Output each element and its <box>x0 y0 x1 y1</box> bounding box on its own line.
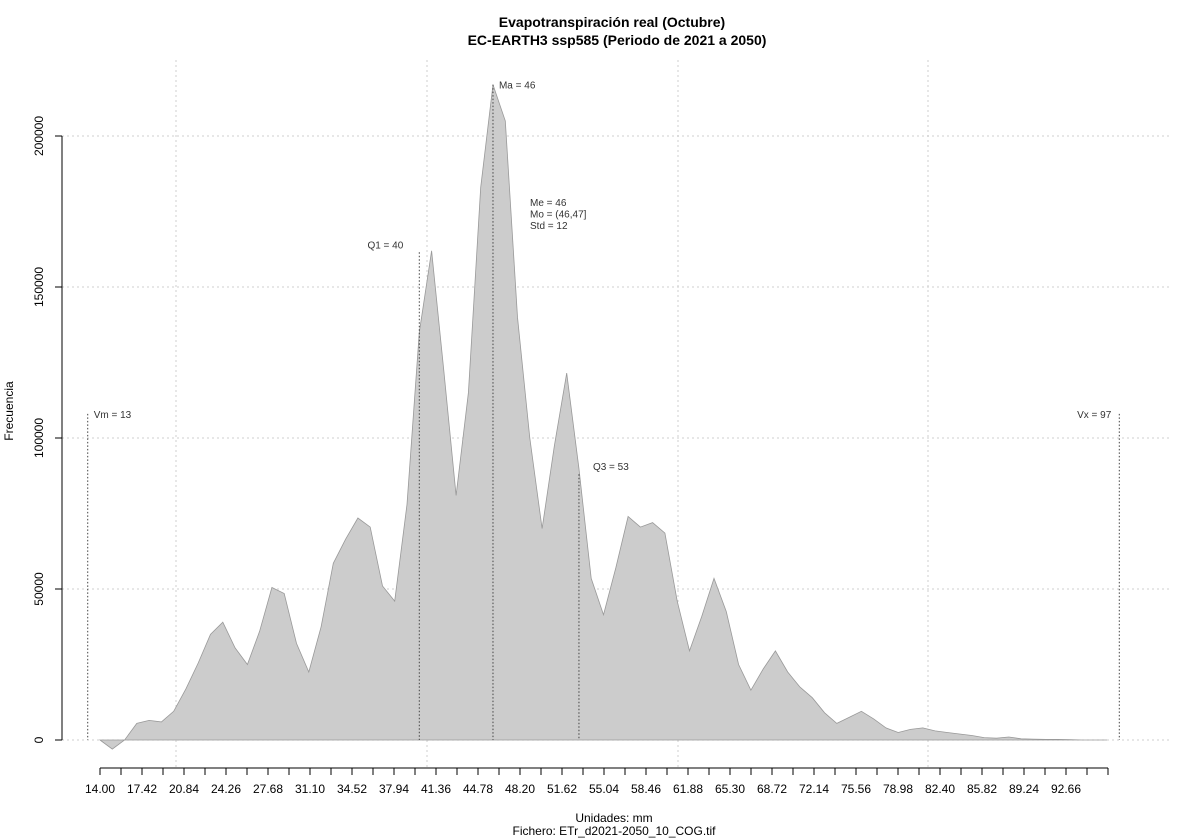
x-tick-label: 72.14 <box>799 782 829 796</box>
x-tick-label: 75.56 <box>841 782 871 796</box>
marker-label: Q1 = 40 <box>367 240 403 251</box>
marker-label: Vm = 13 <box>94 410 132 421</box>
x-tick-label: 48.20 <box>505 782 535 796</box>
y-tick-label: 0 <box>32 736 46 743</box>
x-tick-label: 58.46 <box>631 782 661 796</box>
x-tick-label: 41.36 <box>421 782 451 796</box>
x-tick-label: 82.40 <box>925 782 955 796</box>
x-tick-label: 20.84 <box>169 782 199 796</box>
x-axis-label: Unidades: mm <box>575 811 652 825</box>
x-tick-label: 78.98 <box>883 782 913 796</box>
y-tick-label: 100000 <box>32 418 46 458</box>
area-fill <box>98 84 1108 750</box>
marker-label: Q3 = 53 <box>593 462 629 473</box>
stats-label: Me = 46 <box>530 198 567 209</box>
axes: 0 50000 100000 150000 200000 14.00 17.42 20.84 2… <box>32 116 1109 796</box>
x-tick-label: 85.82 <box>967 782 997 796</box>
stats-label: Std = 12 <box>530 221 568 232</box>
x-tick-label: 89.24 <box>1009 782 1039 796</box>
x-tick-label: 27.68 <box>253 782 283 796</box>
x-tick-label: 68.72 <box>757 782 787 796</box>
x-tick-label: 37.94 <box>379 782 409 796</box>
x-tick-label: 61.88 <box>673 782 703 796</box>
y-tick-label: 50000 <box>32 572 46 606</box>
stats-label: Mo = (46,47] <box>530 210 587 221</box>
x-tick-label: 51.62 <box>547 782 577 796</box>
x-tick-label: 65.30 <box>715 782 745 796</box>
marker-label: Vx = 97 <box>1077 410 1112 421</box>
x-tick-label: 24.26 <box>211 782 241 796</box>
x-tick-label: 55.04 <box>589 782 619 796</box>
area-series <box>98 84 1108 750</box>
y-axis-label: Frecuencia <box>2 381 16 441</box>
marker-label: Ma = 46 <box>499 81 536 92</box>
x-tick-label: 44.78 <box>463 782 493 796</box>
stat-markers: Vm = 13 Q1 = 40 Ma = 46 Q3 = 53 Vx = 97 Me = … <box>87 81 1120 740</box>
x-tick-label: 31.10 <box>295 782 325 796</box>
footer-filename: Fichero: ETr_d2021-2050_10_COG.tif <box>513 824 717 838</box>
y-tick-label: 150000 <box>32 267 46 307</box>
x-tick-label: 92.66 <box>1051 782 1081 796</box>
x-tick-label: 34.52 <box>337 782 367 796</box>
chart-title: Evapotranspiración real (Octubre) <box>499 14 725 30</box>
x-tick-label: 14.00 <box>85 782 115 796</box>
x-tick-label: 17.42 <box>127 782 157 796</box>
chart-subtitle: EC-EARTH3 ssp585 (Periodo de 2021 a 2050… <box>468 32 767 48</box>
y-tick-label: 200000 <box>32 116 46 156</box>
